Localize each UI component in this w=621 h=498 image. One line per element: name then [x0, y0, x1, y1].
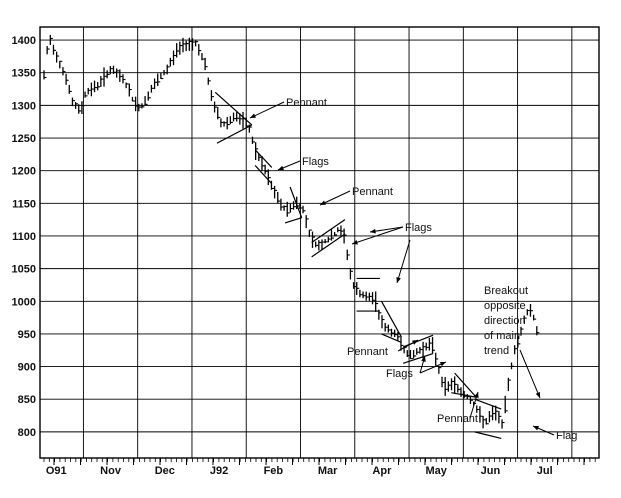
x-tick-label-mar: Mar — [318, 465, 338, 477]
arrow-pennant-1 — [249, 101, 285, 119]
pennant-3-lower — [381, 333, 402, 343]
y-tick-label-1000: 1000 — [12, 296, 36, 308]
annotation-pennant-4: Pennant — [437, 413, 478, 425]
x-axis: O91 Nov Dec J92 Feb Mar Apr May Jun Jul — [43, 458, 596, 477]
arrow-pennant-4-head — [474, 392, 479, 398]
arrow-flags-1-head — [278, 165, 284, 171]
pennant-4-lower — [451, 392, 477, 398]
y-tick-label-950: 950 — [18, 329, 36, 341]
pennant-3-upper — [380, 300, 402, 338]
arrow-pennant-3-head — [412, 340, 418, 345]
x-tick-label-jul: Jul — [537, 465, 553, 477]
arrow-flags-3b-head — [440, 362, 446, 367]
annotation-breakout-line-3: direction — [484, 315, 526, 327]
arrow-flags-2b-head — [352, 240, 358, 245]
arrow-flags-2a — [369, 226, 404, 233]
arrow-flags-3a-head — [421, 356, 426, 362]
flags-3-lower — [402, 352, 434, 364]
pattern-lines — [214, 91, 502, 439]
annotation-breakout-line-1: Breakout — [484, 285, 528, 297]
arrow-breakout — [519, 349, 541, 399]
annotation-arrows — [249, 101, 555, 436]
y-tick-label-1150: 1150 — [12, 198, 36, 210]
y-tick-label-800: 800 — [18, 427, 36, 439]
x-tick-label-dec: Dec — [155, 465, 175, 477]
annotation-breakout-line-5: trend — [484, 345, 509, 357]
grid — [40, 27, 599, 458]
annotation-flag: Flag — [556, 430, 577, 442]
annotation-pennant-1: Pennant — [286, 97, 327, 109]
flags-2-lower — [311, 233, 346, 258]
y-tick-label-1300: 1300 — [12, 100, 36, 112]
annotation-breakout-line-4: of main — [484, 330, 520, 342]
flags-1-upper — [254, 149, 273, 168]
arrow-flags-2b — [351, 226, 404, 245]
arrow-pennant-2-head — [320, 200, 326, 205]
x-tick-label-nov: Nov — [100, 465, 122, 477]
y-tick-label-1050: 1050 — [12, 264, 36, 276]
x-tick-label-apr: Apr — [372, 465, 392, 477]
y-axis: 800 850 900 950 1000 1050 1100 1150 1200 1250 1300… — [12, 35, 36, 439]
x-tick-label-jun: Jun — [481, 465, 501, 477]
y-tick-label-850: 850 — [18, 394, 36, 406]
x-tick-label-j92: J92 — [210, 465, 228, 477]
annotation-breakout-line-2: opposite — [484, 300, 526, 312]
arrow-flags-2c-head — [396, 277, 401, 283]
arrow-breakout-head — [535, 392, 541, 398]
arrow-pennant-1-head — [250, 113, 256, 118]
annotation-pennant-2: Pennant — [352, 186, 393, 198]
pennant-1-upper — [214, 91, 253, 126]
y-tick-label-1200: 1200 — [12, 166, 36, 178]
arrow-flags-2c — [396, 239, 411, 284]
annotation-flags-2: Flags — [405, 222, 432, 234]
flags-2-upper — [311, 219, 346, 243]
y-tick-label-1250: 1250 — [12, 133, 36, 145]
pennant-4-upper — [454, 372, 477, 398]
y-tick-label-900: 900 — [18, 362, 36, 374]
x-tick-label-feb: Feb — [264, 465, 284, 477]
arrow-flags-2a-head — [370, 228, 376, 234]
annotation-pennant-3: Pennant — [347, 346, 388, 358]
pennant-2-lower — [284, 217, 302, 224]
x-tick-label-may: May — [425, 465, 447, 477]
flag-lower — [474, 431, 502, 439]
price-bars — [43, 34, 540, 429]
pennant-1-lower — [216, 124, 253, 144]
x-tick-label-o91: O91 — [46, 465, 67, 477]
flag-upper — [474, 398, 502, 410]
annotation-flags-1: Flags — [302, 156, 329, 168]
y-tick-label-1350: 1350 — [12, 68, 36, 80]
annotation-flags-3: Flags — [386, 368, 413, 380]
flags-1-lower — [254, 165, 273, 185]
pennant-2-upper — [289, 186, 303, 218]
y-tick-label-1100: 1100 — [12, 231, 36, 243]
arrow-flag-head — [533, 426, 539, 431]
y-tick-label-1400: 1400 — [12, 35, 36, 47]
